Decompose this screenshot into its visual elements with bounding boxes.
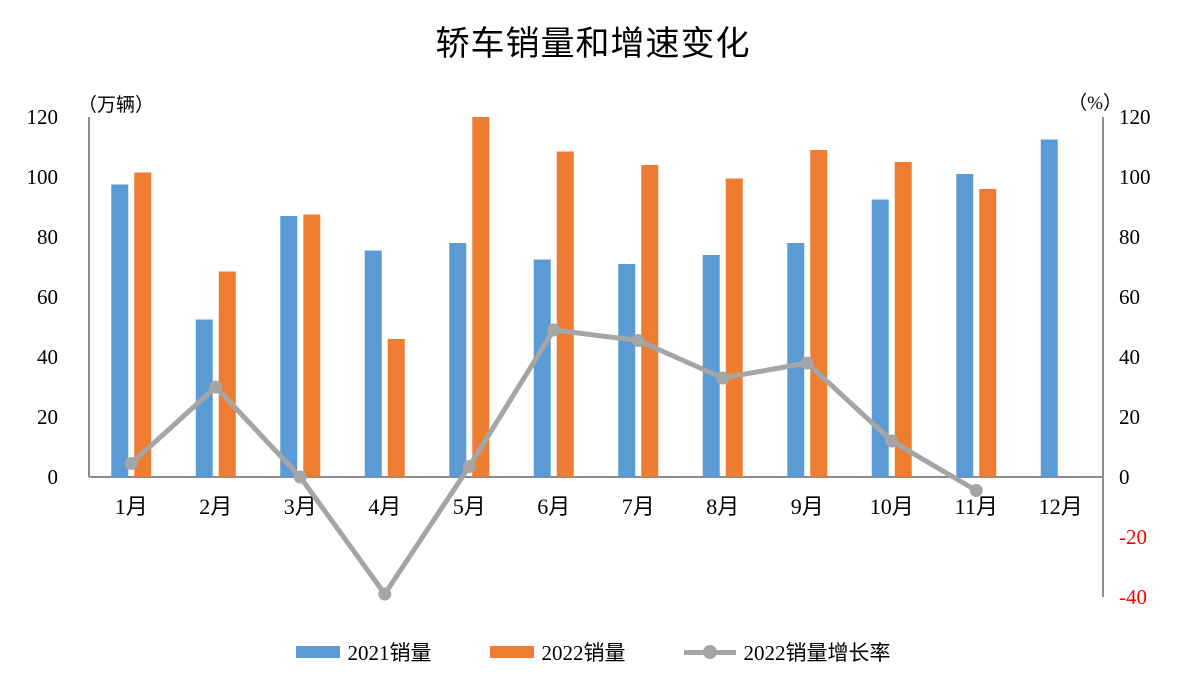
bar-2022销量-4月 [387, 339, 405, 477]
growth-rate-marker-2月 [209, 380, 223, 394]
x-axis-label-3月: 3月 [284, 494, 317, 519]
x-axis-label-1月: 1月 [115, 494, 148, 519]
x-axis-label-8月: 8月 [706, 494, 739, 519]
x-axis-label-6月: 6月 [537, 494, 570, 519]
left-axis-tick-100: 100 [27, 165, 59, 189]
bar-2022销量-8月 [725, 178, 743, 477]
chart-title: 轿车销量和增速变化 [435, 26, 751, 63]
legend-label-2022-sales: 2022销量 [541, 641, 626, 665]
right-axis-tick-100: 100 [1119, 165, 1151, 189]
left-axis-tick-60: 60 [37, 285, 58, 309]
x-axis-label-9月: 9月 [791, 494, 824, 519]
bar-2022销量-7月 [641, 165, 659, 477]
right-axis-tick--20: -20 [1119, 525, 1147, 549]
legend-label-2022-growth: 2022销量增长率 [743, 641, 891, 665]
left-axis-tick-40: 40 [37, 345, 58, 369]
bar-2021销量-11月 [956, 174, 974, 477]
bar-2022销量-6月 [556, 151, 574, 477]
legend-swatch-2021-bar [295, 646, 340, 658]
left-axis-tick-20: 20 [37, 405, 58, 429]
x-axis-label-4月: 4月 [368, 494, 401, 519]
x-axis-label-12月: 12月 [1039, 494, 1083, 519]
bar-2022销量-2月 [218, 271, 236, 477]
growth-rate-marker-10月 [885, 434, 899, 448]
right-axis-tick-40: 40 [1119, 345, 1140, 369]
x-axis-label-7月: 7月 [622, 494, 655, 519]
left-axis-tick-80: 80 [37, 225, 58, 249]
bar-2022销量-10月 [894, 162, 912, 477]
chart-legend: 2021销量 2022销量 2022销量增长率 [0, 637, 1186, 667]
bar-2021销量-1月 [111, 184, 129, 477]
bar-2021销量-7月 [618, 264, 636, 477]
legend-item-2021-sales: 2021销量 [295, 637, 432, 667]
bar-2021销量-3月 [280, 216, 298, 477]
bar-2022销量-3月 [303, 214, 321, 477]
right-axis-tick--40: -40 [1119, 585, 1147, 609]
right-axis-tick-0: 0 [1119, 465, 1130, 489]
legend-item-2022-sales: 2022销量 [489, 637, 626, 667]
growth-rate-marker-4月 [378, 587, 392, 601]
bar-2021销量-6月 [533, 259, 551, 477]
growth-rate-marker-1月 [124, 457, 138, 470]
right-axis-tick-80: 80 [1119, 225, 1140, 249]
x-axis-label-11月: 11月 [955, 494, 998, 519]
growth-rate-marker-11月 [969, 484, 983, 497]
growth-rate-marker-5月 [462, 460, 476, 473]
growth-rate-marker-3月 [293, 470, 307, 484]
growth-rate-marker-7月 [631, 334, 645, 347]
x-axis-label-5月: 5月 [453, 494, 486, 519]
bar-2022销量-5月 [472, 117, 490, 477]
x-axis-label-10月: 10月 [870, 494, 914, 519]
left-axis-tick-120: 120 [27, 105, 59, 129]
bar-2021销量-4月 [364, 250, 382, 477]
bar-2021销量-10月 [871, 199, 889, 477]
bar-2021销量-12月 [1040, 139, 1058, 477]
growth-rate-marker-9月 [800, 356, 814, 370]
bar-2021销量-5月 [449, 243, 467, 477]
bar-2022销量-9月 [810, 150, 828, 477]
bar-2021销量-8月 [702, 255, 720, 477]
legend-swatch-2022-bar [489, 646, 534, 658]
bar-2022销量-1月 [134, 172, 152, 477]
right-axis-unit-label: （%） [1068, 93, 1122, 114]
bar-2021销量-9月 [787, 243, 805, 477]
x-axis-label-2月: 2月 [199, 494, 232, 519]
bar-2022销量-11月 [979, 189, 997, 477]
legend-label-2021-sales: 2021销量 [347, 641, 432, 665]
growth-rate-marker-6月 [547, 323, 561, 337]
growth-rate-line [128, 327, 979, 597]
right-axis-tick-120: 120 [1119, 105, 1151, 129]
right-axis-tick-20: 20 [1119, 405, 1140, 429]
growth-rate-marker-8月 [716, 371, 730, 385]
left-axis-unit-label: （万辆） [78, 95, 155, 116]
legend-item-2022-growth: 2022销量增长率 [683, 637, 891, 667]
left-axis-tick-0: 0 [48, 465, 59, 489]
legend-swatch-growth-line-icon [683, 645, 736, 659]
right-axis-tick-60: 60 [1119, 285, 1140, 309]
